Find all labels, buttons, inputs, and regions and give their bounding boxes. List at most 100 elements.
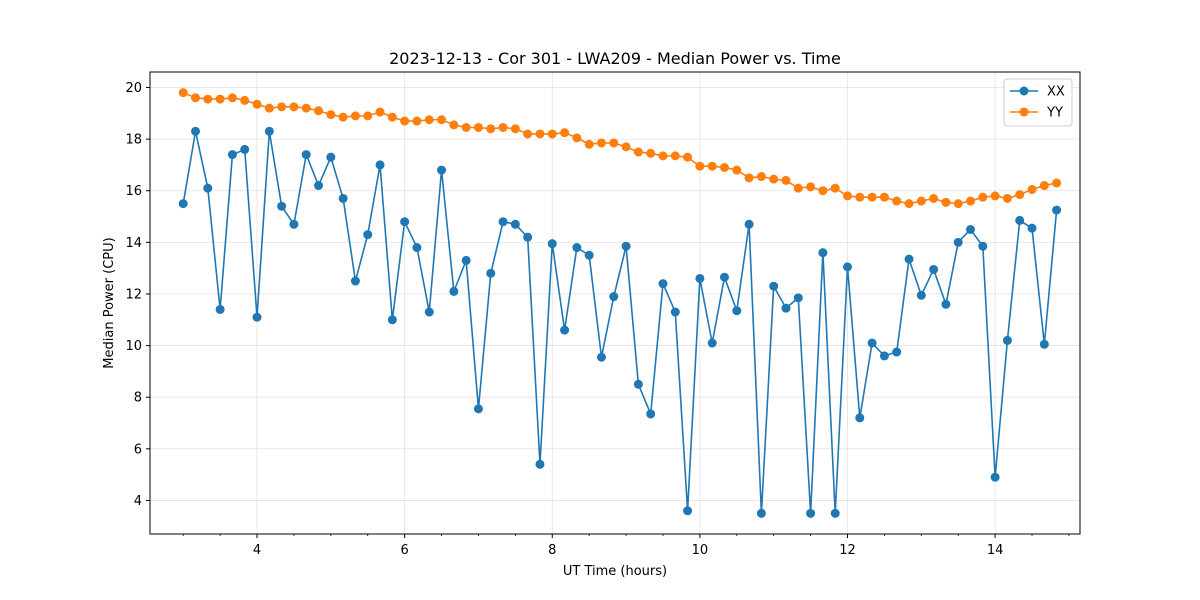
data-point-xx <box>990 472 1000 482</box>
data-point-xx <box>437 165 447 175</box>
data-point-xx <box>855 413 865 423</box>
data-point-yy <box>449 120 459 130</box>
data-point-xx <box>1015 215 1025 225</box>
data-point-xx <box>633 379 643 389</box>
data-point-xx <box>560 325 570 335</box>
data-point-xx <box>732 306 742 316</box>
data-point-yy <box>523 129 533 139</box>
y-tick-label: 20 <box>125 81 142 96</box>
data-point-yy <box>203 94 213 104</box>
data-point-yy <box>498 122 508 132</box>
data-point-yy <box>707 161 717 171</box>
legend-marker-xx <box>1019 86 1029 96</box>
x-tick-label: 14 <box>987 543 1004 558</box>
data-point-yy <box>855 192 865 202</box>
data-point-xx <box>252 312 262 322</box>
data-point-xx <box>326 152 336 162</box>
x-tick-label: 10 <box>692 543 709 558</box>
data-point-xx <box>966 224 976 234</box>
data-point-xx <box>178 199 188 209</box>
data-point-xx <box>314 181 324 191</box>
data-point-yy <box>621 142 631 152</box>
data-point-xx <box>978 241 988 251</box>
data-point-xx <box>350 276 360 286</box>
data-point-xx <box>867 338 877 348</box>
data-point-yy <box>793 183 803 193</box>
data-point-xx <box>769 281 779 291</box>
data-point-yy <box>424 115 434 125</box>
x-axis: 4 6 8 10 12 14 <box>182 534 1070 558</box>
data-point-yy <box>215 94 225 104</box>
data-point-yy <box>227 93 237 103</box>
data-point-yy <box>966 196 976 206</box>
data-point-xx <box>830 508 840 518</box>
data-point-yy <box>1027 184 1037 194</box>
plot-frame <box>149 71 1081 535</box>
data-point-yy <box>683 152 693 162</box>
data-point-xx <box>412 243 422 253</box>
y-tick-label: 12 <box>125 287 142 302</box>
data-point-yy <box>584 139 594 149</box>
data-point-xx <box>363 230 373 240</box>
series-yy <box>178 88 1062 209</box>
data-point-yy <box>400 116 410 126</box>
data-point-xx <box>670 307 680 317</box>
data-point-xx <box>621 241 631 251</box>
data-point-yy <box>1039 181 1049 191</box>
data-point-xx <box>929 264 939 274</box>
data-point-yy <box>547 129 557 139</box>
data-point-yy <box>326 110 336 120</box>
data-point-yy <box>572 133 582 143</box>
data-point-yy <box>633 147 643 157</box>
data-point-xx <box>695 273 705 283</box>
y-tick-label: 8 <box>134 391 142 406</box>
data-point-yy <box>178 88 188 98</box>
data-point-xx <box>609 292 619 302</box>
data-point-yy <box>990 191 1000 201</box>
data-point-yy <box>695 161 705 171</box>
data-point-yy <box>350 111 360 121</box>
y-tick-label: 6 <box>134 442 142 457</box>
data-point-yy <box>289 102 299 112</box>
y-tick-label: 10 <box>125 339 142 354</box>
data-point-xx <box>806 508 816 518</box>
data-point-xx <box>818 248 828 258</box>
data-point-xx <box>523 232 533 242</box>
series-xx <box>178 126 1062 518</box>
y-tick-label: 4 <box>134 494 142 509</box>
data-point-xx <box>277 201 287 211</box>
y-tick-label: 14 <box>125 236 142 251</box>
data-point-xx <box>215 304 225 314</box>
data-point-yy <box>941 197 951 207</box>
data-point-yy <box>769 174 779 184</box>
x-tick-label: 8 <box>548 543 556 558</box>
data-point-xx <box>1027 223 1037 233</box>
y-axis-label: Median Power (CPU) <box>102 237 117 368</box>
data-point-xx <box>916 290 926 300</box>
data-point-yy <box>867 192 877 202</box>
x-axis-label: UT Time (hours) <box>563 564 667 579</box>
data-point-yy <box>978 192 988 202</box>
data-point-xx <box>375 160 385 170</box>
data-point-xx <box>449 286 459 296</box>
data-point-xx <box>400 217 410 227</box>
data-point-yy <box>670 151 680 161</box>
x-tick-label: 12 <box>839 543 856 558</box>
data-point-yy <box>510 124 520 134</box>
data-point-yy <box>240 95 250 105</box>
data-point-yy <box>916 196 926 206</box>
data-point-yy <box>744 173 754 183</box>
data-point-xx <box>191 126 201 136</box>
data-point-yy <box>486 124 496 134</box>
data-point-xx <box>744 219 754 229</box>
series-line-yy <box>182 91 1057 205</box>
chart-title: 2023-12-13 - Cor 301 - LWA209 - Median P… <box>389 49 841 68</box>
data-point-yy <box>818 186 828 196</box>
data-point-yy <box>756 172 766 182</box>
legend-label-xx: XX <box>1047 85 1065 100</box>
data-point-xx <box>1052 205 1062 215</box>
data-point-yy <box>953 199 963 209</box>
data-point-yy <box>892 196 902 206</box>
data-point-yy <box>535 129 545 139</box>
